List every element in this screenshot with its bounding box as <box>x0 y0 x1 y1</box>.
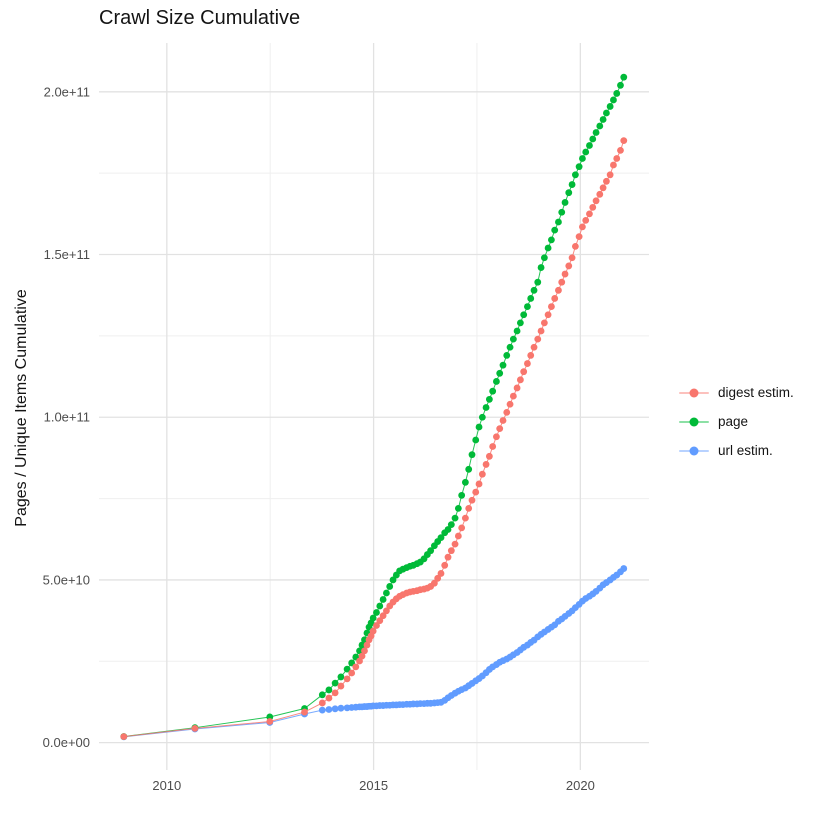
chart-title: Crawl Size Cumulative <box>99 7 301 29</box>
svg-text:0.0e+00: 0.0e+00 <box>43 735 90 750</box>
legend: digest estim. page url estim. <box>679 378 794 465</box>
legend-item-page: page <box>679 407 794 436</box>
svg-text:2.0e+11: 2.0e+11 <box>44 84 90 99</box>
y-axis-title: Pages / Unique Items Cumulative <box>13 289 30 527</box>
legend-key-icon <box>679 386 709 400</box>
legend-label: page <box>718 414 749 429</box>
svg-text:5.0e+10: 5.0e+10 <box>43 572 90 587</box>
legend-label: digest estim. <box>718 385 794 400</box>
svg-text:2020: 2020 <box>566 778 595 793</box>
legend-item-url-estim: url estim. <box>679 436 794 465</box>
legend-label: url estim. <box>718 443 773 458</box>
legend-key-icon <box>679 444 709 458</box>
svg-text:2010: 2010 <box>152 778 181 793</box>
svg-text:1.0e+11: 1.0e+11 <box>44 410 90 425</box>
svg-text:1.5e+11: 1.5e+11 <box>44 247 90 262</box>
svg-text:2015: 2015 <box>359 778 388 793</box>
legend-key-icon <box>679 415 709 429</box>
legend-item-digest-estim: digest estim. <box>679 378 794 407</box>
